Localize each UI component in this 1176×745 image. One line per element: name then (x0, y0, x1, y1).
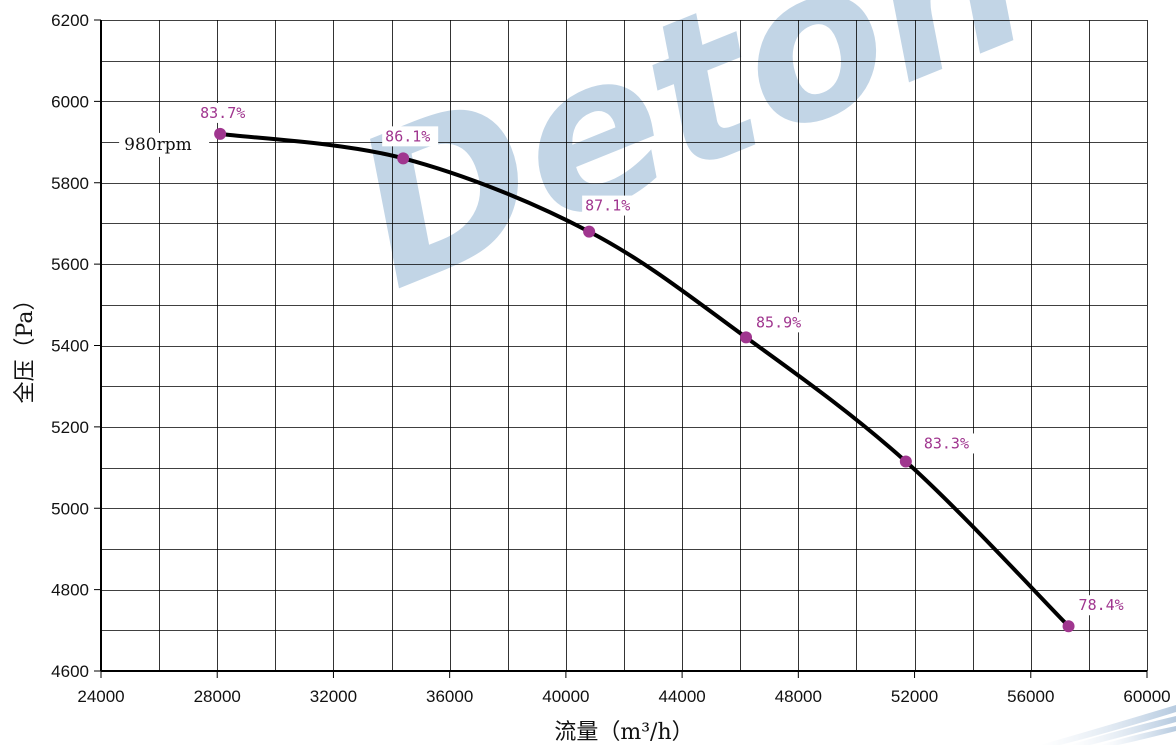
efficiency-label-background (1075, 595, 1132, 616)
x-tick-label: 40000 (542, 687, 589, 706)
data-point-marker (899, 455, 912, 468)
efficiency-label: 83.3% (924, 434, 969, 452)
x-tick-label: 36000 (426, 687, 473, 706)
tick-labels: 4600 4800 5000 5200 5400 5600 5800 6000 6200 2400… (51, 11, 1170, 706)
data-point-marker (214, 127, 227, 140)
grid (94, 19, 1148, 678)
y-tick-label: 4600 (51, 662, 89, 681)
series: 980rpm 83.7% 86.1% 87.1% 85.9% 83.3% 78.4% (119, 102, 1132, 633)
y-tick-label: 5600 (51, 255, 89, 274)
y-tick-label: 6200 (51, 11, 89, 30)
data-point-marker (583, 225, 596, 238)
x-tick-label: 32000 (310, 687, 357, 706)
x-tick-label: 24000 (77, 687, 124, 706)
efficiency-label-background (753, 312, 810, 333)
corner-swoosh-decoration (1040, 705, 1176, 745)
x-tick-label: 60000 (1123, 687, 1170, 706)
performance-curve (218, 131, 1071, 629)
efficiency-label: 85.9% (756, 313, 801, 331)
efficiency-label: 86.1% (385, 127, 430, 145)
efficiency-label-background (582, 195, 639, 216)
efficiency-label-background (382, 126, 439, 147)
x-tick-label: 56000 (1007, 687, 1054, 706)
y-axis-title: 全压（Pa） (13, 289, 38, 404)
series-name-label: 980rpm (124, 135, 192, 155)
y-tick-label: 6000 (51, 92, 89, 111)
efficiency-label-background (197, 102, 254, 123)
y-tick-label: 5000 (51, 499, 89, 518)
efficiency-label: 78.4% (1079, 596, 1124, 614)
x-tick-label: 52000 (891, 687, 938, 706)
efficiency-label-background (920, 433, 977, 454)
y-tick-label: 4800 (51, 581, 89, 600)
series-name-background (119, 132, 210, 157)
data-point-marker (397, 152, 410, 165)
efficiency-label: 83.7% (200, 104, 245, 122)
x-tick-label: 48000 (775, 687, 822, 706)
efficiency-label: 87.1% (585, 197, 630, 215)
y-tick-label: 5800 (51, 174, 89, 193)
y-tick-label: 5200 (51, 418, 89, 437)
data-point-marker (740, 331, 753, 344)
x-axis-title: 流量（m³/h） (554, 720, 693, 745)
data-point-marker (1062, 620, 1075, 633)
y-tick-label: 5400 (51, 337, 89, 356)
x-tick-label: 28000 (194, 687, 241, 706)
x-tick-label: 44000 (658, 687, 705, 706)
